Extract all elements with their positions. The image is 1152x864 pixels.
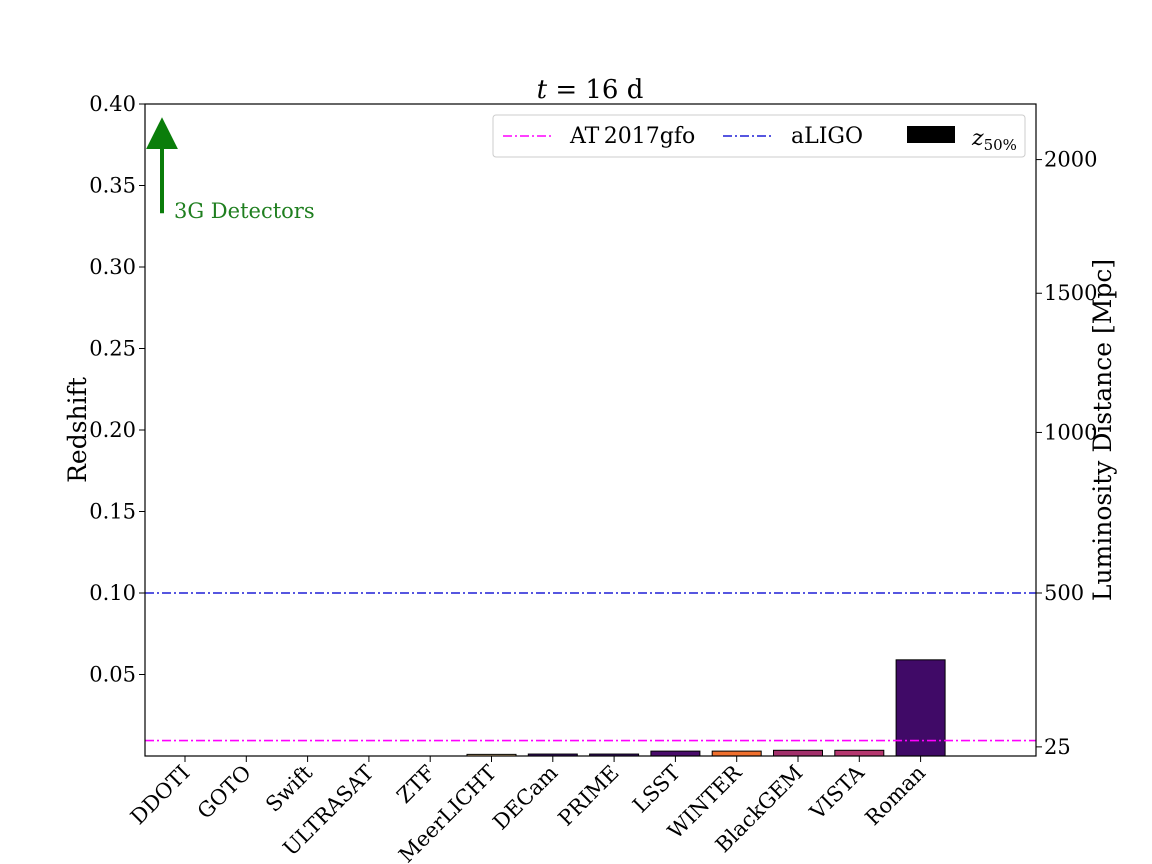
annotation-text: 3G Detectors: [174, 199, 315, 223]
y-tick-label: 0.35: [89, 174, 136, 198]
x-tick-label: ZTF: [392, 761, 439, 808]
y-tick-label: 0.20: [89, 418, 136, 442]
y-right-tick-label: 500: [1044, 581, 1084, 605]
x-tick-label: VISTA: [805, 760, 870, 825]
legend-bar-sub: 50%: [984, 136, 1017, 154]
y-right-tick-label: 2000: [1044, 148, 1097, 172]
bar-blackgem: [773, 749, 823, 757]
y-tick-label: 0.15: [89, 500, 136, 524]
y-right-tick-label: 1500: [1044, 281, 1097, 305]
legend-label-at2017gfo: AT 2017gfo: [569, 124, 695, 149]
legend-bar-main: z: [971, 126, 984, 151]
y-tick-label: 0.40: [89, 92, 136, 116]
x-tick-label: LSST: [628, 761, 685, 818]
bar-lsst: [650, 750, 701, 757]
x-tick-label: Roman: [861, 761, 931, 831]
chart-title: t = 16 d: [537, 75, 644, 105]
legend-label-aligo: aLIGO: [791, 124, 863, 149]
y-tick-label: 0.25: [89, 337, 136, 361]
y-right-tick-label: 1000: [1044, 420, 1097, 444]
x-tick-label: DECam: [488, 761, 562, 835]
x-tick-label: PRIME: [554, 761, 624, 831]
chart-title-rest: = 16 d: [547, 75, 643, 105]
y-right-tick-label: 25: [1044, 735, 1071, 759]
y-axis-right-label: Luminosity Distance [Mpc]: [1088, 259, 1117, 601]
legend: AT 2017gfo aLIGO z50%: [492, 114, 1026, 158]
y-axis-label: Redshift: [63, 377, 92, 483]
annotation-3g: 3G Detectors: [146, 117, 315, 223]
x-tick-label: DDOTI: [126, 761, 195, 830]
legend-label-bar: z50%: [971, 126, 1017, 154]
y-tick-label: 0.10: [89, 581, 136, 605]
legend-swatch-bar: [907, 126, 955, 143]
y-tick-label: 0.05: [89, 663, 136, 687]
bar-vista: [834, 749, 885, 757]
bar-roman: [895, 659, 946, 757]
chart-title-var: t: [537, 75, 548, 105]
y-tick-label: 0.30: [89, 255, 136, 279]
x-tick-label: Swift: [261, 760, 317, 816]
bar-winter: [711, 750, 762, 757]
x-tick-label: GOTO: [193, 761, 256, 824]
